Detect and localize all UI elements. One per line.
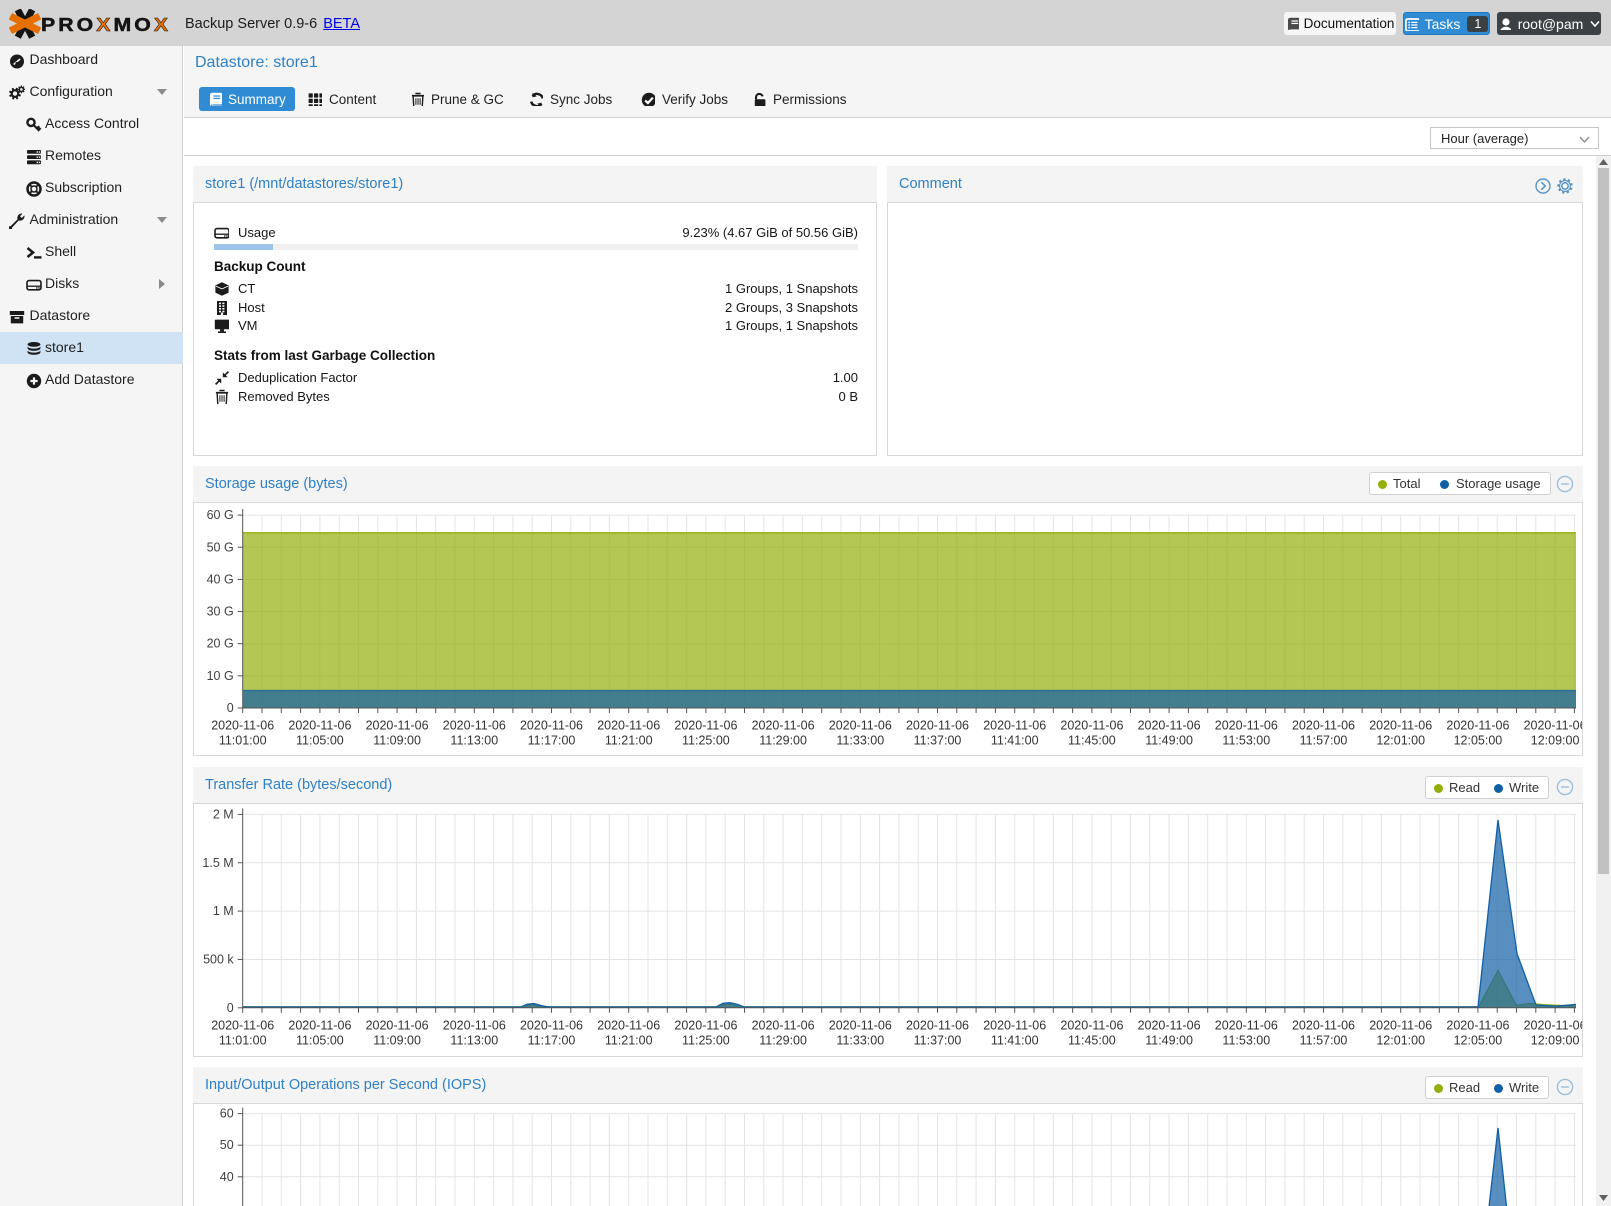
svg-text:2020-11-06: 2020-11-06 [211, 719, 274, 733]
svg-text:11:49:00: 11:49:00 [1145, 1033, 1193, 1047]
svg-text:11:53:00: 11:53:00 [1222, 734, 1270, 748]
svg-text:2020-11-06: 2020-11-06 [983, 719, 1046, 733]
svg-text:0: 0 [227, 1001, 234, 1015]
svg-text:0: 0 [227, 701, 234, 715]
svg-text:2020-11-06: 2020-11-06 [829, 719, 892, 733]
svg-text:2020-11-06: 2020-11-06 [1138, 1018, 1201, 1032]
svg-text:2020-11-06: 2020-11-06 [1524, 719, 1583, 733]
svg-text:50: 50 [220, 1138, 234, 1152]
svg-text:50 G: 50 G [207, 540, 234, 554]
svg-text:2020-11-06: 2020-11-06 [1524, 1018, 1583, 1032]
svg-text:60: 60 [220, 1107, 234, 1121]
svg-text:2020-11-06: 2020-11-06 [983, 1018, 1046, 1032]
svg-text:2020-11-06: 2020-11-06 [1060, 719, 1123, 733]
svg-text:2020-11-06: 2020-11-06 [443, 1018, 506, 1032]
svg-text:11:25:00: 11:25:00 [682, 1033, 730, 1047]
svg-text:1 M: 1 M [213, 904, 234, 918]
svg-text:12:09:00: 12:09:00 [1531, 734, 1580, 748]
svg-text:11:21:00: 11:21:00 [605, 1033, 653, 1047]
svg-text:40 G: 40 G [207, 572, 234, 586]
svg-text:2020-11-06: 2020-11-06 [1215, 719, 1278, 733]
svg-text:2020-11-06: 2020-11-06 [674, 719, 737, 733]
svg-text:11:57:00: 11:57:00 [1300, 1033, 1348, 1047]
svg-text:2020-11-06: 2020-11-06 [906, 1018, 969, 1032]
svg-text:2 M: 2 M [213, 807, 234, 821]
svg-text:11:45:00: 11:45:00 [1068, 734, 1116, 748]
svg-text:2020-11-06: 2020-11-06 [1446, 1018, 1509, 1032]
svg-text:2020-11-06: 2020-11-06 [829, 1018, 892, 1032]
svg-text:2020-11-06: 2020-11-06 [597, 719, 660, 733]
svg-text:12:01:00: 12:01:00 [1376, 1033, 1425, 1047]
svg-text:11:21:00: 11:21:00 [605, 734, 653, 748]
svg-text:2020-11-06: 2020-11-06 [1292, 1018, 1355, 1032]
svg-text:11:41:00: 11:41:00 [991, 1033, 1039, 1047]
svg-text:2020-11-06: 2020-11-06 [674, 1018, 737, 1032]
svg-text:11:29:00: 11:29:00 [759, 734, 807, 748]
svg-text:30 G: 30 G [207, 605, 234, 619]
svg-text:11:09:00: 11:09:00 [373, 1033, 421, 1047]
svg-text:10 G: 10 G [207, 669, 234, 683]
svg-text:2020-11-06: 2020-11-06 [1369, 719, 1432, 733]
svg-text:11:09:00: 11:09:00 [373, 734, 421, 748]
svg-text:11:17:00: 11:17:00 [528, 734, 576, 748]
svg-text:2020-11-06: 2020-11-06 [1138, 719, 1201, 733]
svg-text:11:37:00: 11:37:00 [914, 1033, 962, 1047]
svg-text:2020-11-06: 2020-11-06 [1446, 719, 1509, 733]
svg-text:11:37:00: 11:37:00 [914, 734, 962, 748]
svg-text:11:01:00: 11:01:00 [219, 734, 267, 748]
svg-text:12:05:00: 12:05:00 [1454, 734, 1503, 748]
svg-text:11:57:00: 11:57:00 [1300, 734, 1348, 748]
svg-text:2020-11-06: 2020-11-06 [288, 1018, 351, 1032]
svg-text:2020-11-06: 2020-11-06 [520, 719, 583, 733]
svg-text:2020-11-06: 2020-11-06 [211, 1018, 274, 1032]
svg-text:12:09:00: 12:09:00 [1531, 1033, 1580, 1047]
svg-text:12:01:00: 12:01:00 [1376, 734, 1425, 748]
svg-text:2020-11-06: 2020-11-06 [906, 719, 969, 733]
svg-text:2020-11-06: 2020-11-06 [752, 1018, 815, 1032]
svg-text:2020-11-06: 2020-11-06 [520, 1018, 583, 1032]
svg-text:2020-11-06: 2020-11-06 [1369, 1018, 1432, 1032]
svg-text:11:45:00: 11:45:00 [1068, 1033, 1116, 1047]
svg-text:2020-11-06: 2020-11-06 [288, 719, 351, 733]
svg-text:2020-11-06: 2020-11-06 [366, 1018, 429, 1032]
svg-text:1.5 M: 1.5 M [202, 856, 233, 870]
svg-text:11:29:00: 11:29:00 [759, 1033, 807, 1047]
svg-text:40: 40 [220, 1170, 234, 1184]
svg-text:11:25:00: 11:25:00 [682, 734, 730, 748]
svg-text:20 G: 20 G [207, 637, 234, 651]
svg-text:11:49:00: 11:49:00 [1145, 734, 1193, 748]
svg-text:11:13:00: 11:13:00 [450, 1033, 498, 1047]
svg-text:11:01:00: 11:01:00 [219, 1033, 267, 1047]
svg-text:2020-11-06: 2020-11-06 [1292, 719, 1355, 733]
svg-text:2020-11-06: 2020-11-06 [443, 719, 506, 733]
svg-text:2020-11-06: 2020-11-06 [366, 719, 429, 733]
svg-text:11:53:00: 11:53:00 [1222, 1033, 1270, 1047]
svg-text:500 k: 500 k [203, 952, 234, 966]
svg-text:11:33:00: 11:33:00 [836, 1033, 884, 1047]
svg-text:11:13:00: 11:13:00 [450, 734, 498, 748]
svg-text:60 G: 60 G [207, 508, 234, 522]
svg-text:2020-11-06: 2020-11-06 [1215, 1018, 1278, 1032]
svg-text:2020-11-06: 2020-11-06 [752, 719, 815, 733]
svg-text:11:05:00: 11:05:00 [296, 1033, 344, 1047]
svg-text:11:17:00: 11:17:00 [528, 1033, 576, 1047]
svg-text:11:05:00: 11:05:00 [296, 734, 344, 748]
svg-text:2020-11-06: 2020-11-06 [597, 1018, 660, 1032]
svg-text:11:33:00: 11:33:00 [836, 734, 884, 748]
svg-text:12:05:00: 12:05:00 [1454, 1033, 1503, 1047]
svg-text:11:41:00: 11:41:00 [991, 734, 1039, 748]
svg-text:2020-11-06: 2020-11-06 [1060, 1018, 1123, 1032]
